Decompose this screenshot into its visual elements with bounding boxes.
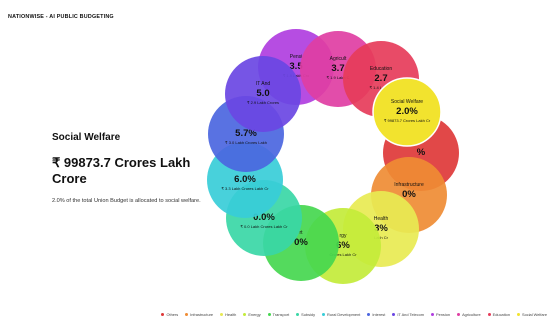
legend-item[interactable]: Social Welfare: [516, 312, 547, 317]
selected-category-panel: Social Welfare ₹ 99873.7 Crores Lakh Cro…: [52, 132, 212, 205]
legend-item[interactable]: Agriculture: [457, 312, 481, 317]
legend-swatch: [392, 313, 396, 316]
legend-swatch: [243, 313, 247, 316]
bubble-label: rgy: [340, 233, 347, 239]
bubble-amount: ₹ 3.3 Lakh Crores Lakh Cr: [221, 186, 269, 191]
bubble-amount: ₹ 99873.7 Crores Lakh Cr: [384, 118, 431, 123]
bubble-amount: Crores Lakh Cr: [329, 252, 357, 257]
selected-category-amount: ₹ 99873.7 Crores Lakh Crore: [52, 155, 191, 186]
bubble-amount: Lakh Cr: [374, 235, 389, 240]
bubble-percent: 0.0%: [253, 212, 275, 223]
selected-category-title: Social Welfare: [52, 132, 121, 143]
bubble-amount: ₹ 2.9 Lakh Crores: [247, 100, 279, 105]
legend-item[interactable]: IT And Telecom: [392, 312, 424, 317]
legend-swatch: [457, 313, 461, 316]
selected-category-description: 2.0% of the total Union Budget is alloca…: [52, 198, 201, 204]
legend-label: Others: [166, 312, 179, 317]
legend-item[interactable]: Energy: [243, 312, 261, 317]
legend-item[interactable]: Transport: [267, 312, 290, 317]
legend-label: Interest: [372, 312, 386, 317]
bubble-percent: 2.7: [374, 73, 387, 84]
bubble-label: IT And: [256, 81, 271, 87]
bubble-amount: ₹ 0.0 Lakh Crores Lakh Cr: [240, 224, 288, 229]
bubble-circle: [372, 77, 442, 147]
legend-swatch: [267, 313, 271, 316]
legend-swatch: [296, 313, 300, 316]
bubble-circle: [225, 56, 301, 132]
bubble-label: Pensi: [290, 54, 303, 60]
bubble-percent: %: [417, 147, 426, 158]
legend-item[interactable]: Rural Development: [322, 312, 360, 317]
legend-swatch: [220, 313, 224, 316]
legend-item[interactable]: Others: [161, 312, 178, 317]
legend-item[interactable]: Infrastructure: [185, 312, 213, 317]
legend-swatch: [185, 313, 189, 316]
bubble-percent: 6%: [336, 240, 350, 251]
legend-label: Health: [225, 312, 237, 317]
bubble-percent: 2.0%: [396, 106, 418, 117]
bubble-amount: ₹ 3.0 Lakh Crores Lakh: [225, 140, 267, 145]
legend-label: Transport: [272, 312, 290, 317]
bubble-label: Infrastructure: [394, 182, 424, 188]
bubble-amount: ₹ 1.9 Lakh C: [326, 75, 349, 80]
bubble-label: Agricult: [330, 56, 347, 62]
legend-swatch: [431, 313, 434, 316]
bubble-percent: 0%: [294, 237, 308, 248]
legend-label: Energy: [248, 312, 261, 317]
bubble-amount: ₹ 1.9 Lakh Cro: [283, 73, 310, 78]
bubble-label: Health: [374, 216, 389, 222]
legend-label: Education: [492, 312, 510, 317]
legend-item[interactable]: Pension: [431, 312, 450, 317]
legend-label: Rural Development: [327, 312, 361, 317]
bubble-percent: 5.0: [256, 88, 269, 99]
legend-item[interactable]: Subsidy: [296, 312, 315, 317]
bubble-amount: ₹ 1.4 Lakh C: [369, 85, 392, 90]
legend-swatch: [516, 313, 520, 316]
bubble-percent: 3%: [374, 223, 388, 234]
legend-item[interactable]: Education: [487, 312, 510, 317]
legend-item[interactable]: Interest: [367, 312, 385, 317]
chart-legend: Others Infrastructure Health Energy Transpor…: [0, 312, 553, 317]
legend-label: Social Welfare: [521, 312, 547, 317]
bubble-label: Education: [370, 66, 392, 72]
bubble-percent: 3.7: [331, 63, 344, 74]
legend-swatch: [367, 313, 371, 316]
bubble-percent: 6.0%: [234, 174, 256, 185]
legend-label: Subsidy: [301, 312, 316, 317]
legend-swatch: [161, 313, 165, 316]
bubble-percent: 0%: [402, 189, 416, 200]
legend-label: Infrastructure: [190, 312, 214, 317]
legend-label: Pension: [436, 312, 451, 317]
bubble-label: rt: [299, 230, 303, 236]
legend-swatch: [322, 313, 326, 316]
app-brand: NATIONWISE - AI PUBLIC BUDGETING: [8, 14, 114, 20]
legend-item[interactable]: Health: [220, 312, 236, 317]
legend-label: IT And Telecom: [397, 312, 424, 317]
bubble-percent: 5.7%: [235, 128, 257, 139]
legend-swatch: [487, 313, 491, 316]
bubble-label: Social Welfare: [391, 99, 423, 105]
bubble-percent: 3.5: [289, 61, 303, 72]
legend-label: Agriculture: [462, 312, 481, 317]
